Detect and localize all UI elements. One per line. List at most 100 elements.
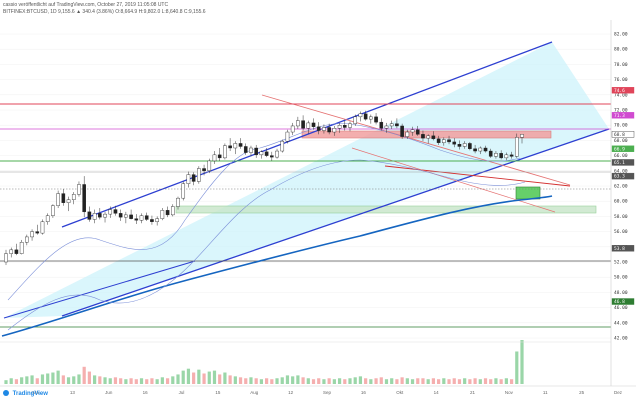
volume-bar xyxy=(244,378,248,384)
volume-bar xyxy=(82,366,86,384)
volume-bar xyxy=(40,374,45,384)
volume-bar xyxy=(165,378,170,384)
price-marker-label: 68.8 xyxy=(614,132,625,138)
volume-bar xyxy=(254,378,258,384)
price-tick-label: 50.00 xyxy=(614,275,628,281)
time-tick-label: Jul xyxy=(179,390,185,395)
volume-bar xyxy=(483,378,488,384)
volume-bar xyxy=(20,377,24,384)
volume-bar xyxy=(405,378,409,384)
volume-bar xyxy=(457,379,462,384)
candle-body xyxy=(61,193,66,203)
candle-body xyxy=(9,249,14,254)
channel-outer-line xyxy=(3,260,196,319)
candle-body xyxy=(509,154,514,157)
moving-average-200 xyxy=(1,195,553,337)
volume-bar xyxy=(61,375,65,384)
candle-body xyxy=(165,210,170,216)
candle-body xyxy=(478,147,483,152)
volume-bar xyxy=(218,374,222,384)
volume-bar xyxy=(437,379,441,384)
candle-body xyxy=(410,129,415,133)
volume-bar xyxy=(306,378,310,384)
volume-bar xyxy=(301,377,305,384)
volume-bar xyxy=(66,377,71,384)
support-zone-rect xyxy=(175,205,597,214)
volume-bar xyxy=(202,373,206,384)
volume-bar xyxy=(343,379,347,384)
volume-bar xyxy=(155,379,159,384)
candle-body xyxy=(108,209,113,215)
candle-body xyxy=(155,218,159,222)
volume-bar xyxy=(124,379,128,384)
candle-body xyxy=(311,122,316,127)
volume-bar xyxy=(265,378,269,384)
footer-brand-text: TradingView xyxy=(12,391,48,397)
candle-body xyxy=(238,143,243,147)
volume-bar xyxy=(520,340,524,384)
time-tick-label: Sep xyxy=(323,390,332,395)
candle-body xyxy=(150,219,154,222)
time-tick-label: Okt xyxy=(396,390,404,395)
price-tick-label: 80.00 xyxy=(614,47,628,53)
candle-body xyxy=(457,143,462,147)
volume-bar xyxy=(421,378,425,384)
volume-bar xyxy=(374,378,378,384)
volume-bar xyxy=(51,372,55,384)
candle-body xyxy=(285,131,290,142)
price-marker-label: 71.3 xyxy=(614,113,625,119)
candle-body xyxy=(514,137,519,157)
candle-body xyxy=(14,249,19,254)
candle-body xyxy=(342,124,347,128)
volume-bar xyxy=(504,378,508,384)
candle-body xyxy=(45,215,50,222)
price-tick-label: 58.00 xyxy=(614,214,628,220)
candle-body xyxy=(462,143,467,147)
volume-bar xyxy=(35,378,39,384)
price-tick-label: 48.00 xyxy=(614,290,628,296)
candle-body xyxy=(395,123,399,127)
candle-body xyxy=(207,160,212,171)
price-tick-label: 60.00 xyxy=(614,199,628,205)
volume-bar xyxy=(379,377,383,384)
volume-bar xyxy=(171,376,175,384)
volume-bar xyxy=(275,378,279,384)
candle-body xyxy=(243,146,248,153)
volume-bar xyxy=(332,379,336,384)
time-tick-label: Nov xyxy=(505,390,514,395)
price-tick-label: 66.00 xyxy=(614,153,628,159)
volume-bar xyxy=(129,378,133,384)
volume-bar xyxy=(364,378,368,384)
volume-bar xyxy=(93,375,97,384)
candle-body xyxy=(332,128,337,133)
price-marker-label: 63.3 xyxy=(614,174,625,180)
candle-body xyxy=(4,253,8,263)
time-tick-label: 16 xyxy=(361,390,367,395)
bollinger-lower xyxy=(7,159,526,331)
time-axis: Mai 13 Jun 16 Jul 15 Aug 12 Sep 16 Okt 14 21 Nov 11 25 D… xyxy=(32,390,622,395)
candle-body xyxy=(129,214,133,219)
candle-body xyxy=(400,125,404,137)
price-tick-label: 78.00 xyxy=(614,62,628,68)
price-markers: 74.6 71.3 68.8 66.9 65.1 63.3 53.8 46.8 xyxy=(611,87,635,305)
volume-bar xyxy=(473,378,477,384)
volume-bar xyxy=(259,379,263,384)
candle-body xyxy=(92,213,97,220)
candle-body xyxy=(447,139,451,143)
candle-body xyxy=(337,124,342,129)
price-tick-label: 76.00 xyxy=(614,77,628,83)
volume-bar xyxy=(249,377,253,384)
volume-bar xyxy=(327,378,331,384)
candle-body xyxy=(71,194,76,200)
volume-bar xyxy=(400,377,404,384)
volume-bar xyxy=(113,377,118,384)
price-tick-label: 44.00 xyxy=(614,320,628,326)
footer-brand[interactable]: TradingView xyxy=(3,390,48,397)
volume-bar xyxy=(384,379,389,384)
price-tick-label: 74.00 xyxy=(614,92,628,98)
volume-bar xyxy=(390,378,394,384)
volume-bar xyxy=(72,376,76,384)
candle-body xyxy=(82,184,86,213)
